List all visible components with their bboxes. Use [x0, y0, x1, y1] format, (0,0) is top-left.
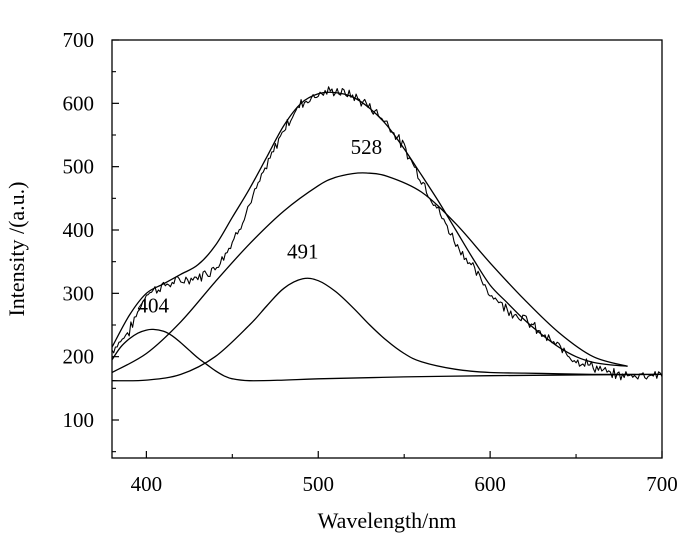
y-tick-label: 200: [63, 345, 95, 369]
y-tick-label: 400: [63, 218, 95, 242]
series-layer: [111, 86, 663, 382]
series-peak-404-line: [111, 328, 663, 382]
y-tick-label: 100: [63, 408, 95, 432]
y-tick-label: 300: [63, 281, 95, 305]
x-tick-label: 600: [474, 472, 506, 496]
x-tick-label: 400: [131, 472, 163, 496]
series-peak-491-line: [111, 277, 662, 382]
axis-ticks: [112, 39, 663, 458]
series-measured-line: [111, 86, 663, 381]
x-tick-label: 700: [646, 472, 678, 496]
peak-label-528: 528: [351, 135, 383, 159]
x-tick-label: 500: [303, 472, 335, 496]
label-layer: 400 500 600 700 100 200 300 400 500 600 700 404 491 5…: [63, 28, 678, 496]
y-tick-label: 700: [63, 28, 95, 52]
series-peak-528-line: [111, 172, 628, 374]
plot-frame: [111, 39, 663, 459]
x-axis-title: Wavelength/nm: [318, 508, 457, 533]
y-axis-title: Intensity /(a.u.): [4, 181, 29, 316]
y-tick-label: 600: [63, 91, 95, 115]
y-tick-label: 500: [63, 155, 95, 179]
peak-label-404: 404: [138, 293, 170, 317]
peak-label-491: 491: [287, 240, 319, 264]
series-fit-total-line: [111, 91, 628, 367]
